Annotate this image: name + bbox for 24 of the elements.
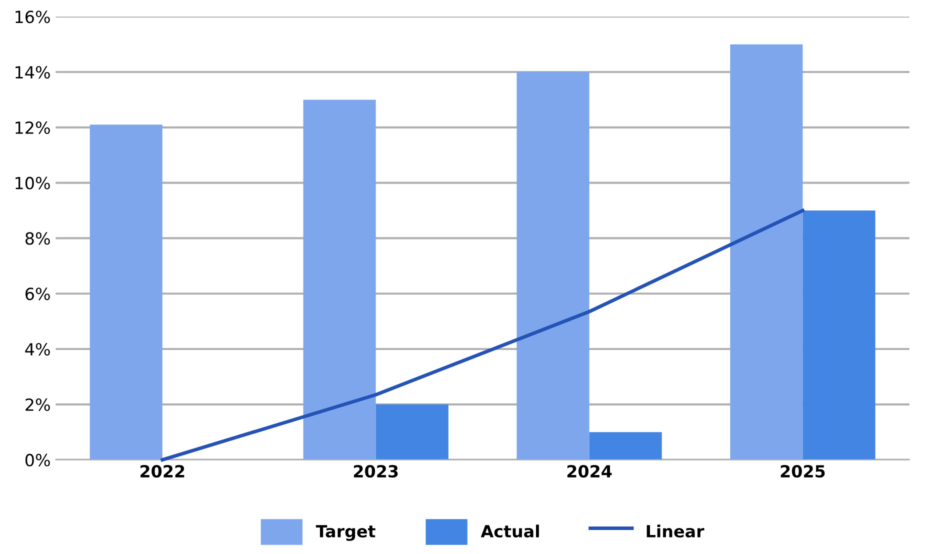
y-tick-label: 4% — [25, 342, 50, 356]
line-series — [160, 208, 804, 462]
y-tick-label: 16% — [16, 10, 50, 24]
y-tick-label: 14% — [16, 66, 50, 79]
legend-label: Actual — [480, 524, 539, 538]
bar — [90, 124, 162, 460]
y-tick-label: 12% — [16, 121, 50, 134]
x-tick-label: 2022 — [140, 464, 184, 478]
x-tick-label: 2025 — [780, 464, 825, 478]
legend-label: Linear — [646, 524, 704, 538]
bar — [802, 210, 876, 460]
y-tick-label: 10% — [16, 176, 50, 190]
bar — [376, 404, 448, 460]
y-tick-label: 0% — [25, 454, 50, 466]
bar — [589, 432, 662, 460]
y-tick-label: 2% — [26, 398, 50, 411]
y-tick-label: 6% — [26, 288, 50, 300]
legend-label: Target — [316, 525, 376, 541]
bar — [516, 72, 590, 460]
x-tick-label: 2023 — [354, 464, 398, 478]
x-tick-label: 2024 — [567, 464, 612, 478]
y-tick-label: 8% — [26, 232, 50, 245]
bar — [730, 44, 803, 460]
bar — [303, 100, 376, 460]
